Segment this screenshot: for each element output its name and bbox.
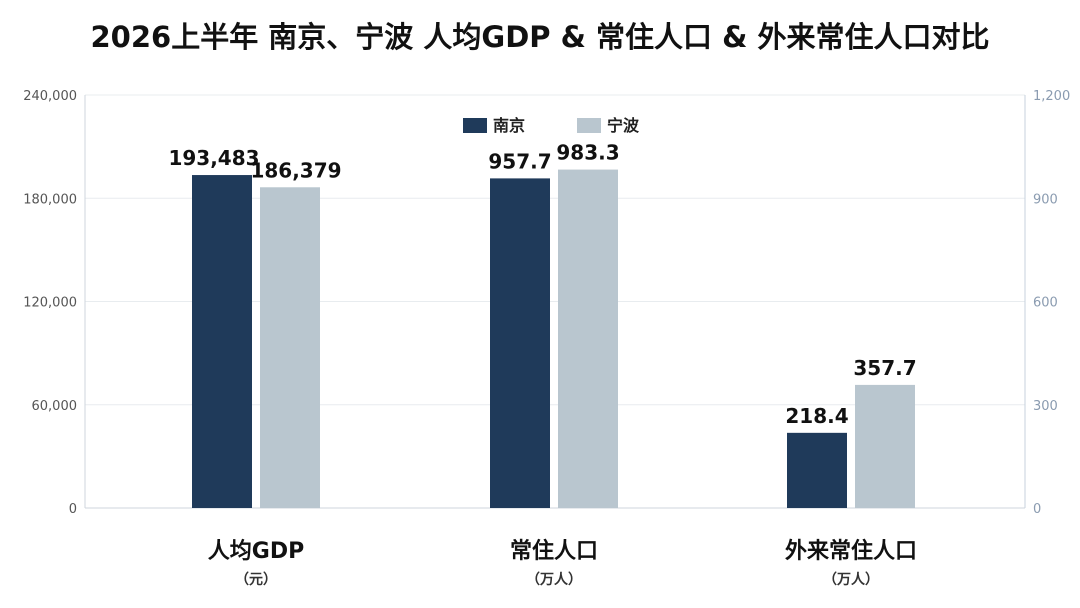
data-label: 357.7 [853,356,916,380]
legend-label: 南京 [493,116,525,135]
y-left-tick-label: 180,000 [23,192,77,207]
bar-ningbo [260,187,320,508]
y-right-tick-label: 300 [1033,399,1058,414]
y-right-tick-label: 0 [1033,502,1041,517]
y-left-tick-label: 240,000 [23,89,77,104]
y-axis-right: 0 300 600 900 1,200 [1024,89,1070,517]
bar-nanjing [192,175,252,508]
bar-nanjing [787,432,847,508]
data-label: 983.3 [556,141,619,165]
chart-title: 2026上半年 南京、宁波 人均GDP & 常住人口 & 外来常住人口对比 [90,20,990,54]
legend-label: 宁波 [607,116,640,135]
y-right-tick-label: 900 [1033,192,1058,207]
category-label: 外来常住人口 [785,538,917,564]
legend-swatch [577,118,601,133]
legend: 南京 宁波 [463,116,640,135]
category-label: 人均GDP [208,538,304,564]
category-unit: （万人） [823,571,879,588]
bars [192,169,915,508]
bar-ningbo [855,384,915,508]
category-unit: （万人） [526,571,582,588]
data-label: 186,379 [250,158,341,182]
category-labels: 人均GDP （元） 常住人口 （万人） 外来常住人口 （万人） [208,538,917,588]
y-left-tick-label: 120,000 [23,296,77,311]
y-axis-left: 0 60,000 120,000 180,000 240,000 [23,89,86,517]
bar-ningbo [558,169,618,508]
data-label: 218.4 [785,404,848,428]
legend-swatch [463,118,487,133]
data-label: 957.7 [488,149,551,173]
y-left-tick-label: 0 [69,502,77,517]
data-label: 193,483 [168,146,259,170]
bar-nanjing [490,178,550,508]
y-right-tick-label: 1,200 [1033,89,1070,104]
category-label: 常住人口 [510,538,598,564]
y-left-tick-label: 60,000 [32,399,78,414]
y-right-tick-label: 600 [1033,296,1058,311]
category-unit: （元） [235,572,277,588]
